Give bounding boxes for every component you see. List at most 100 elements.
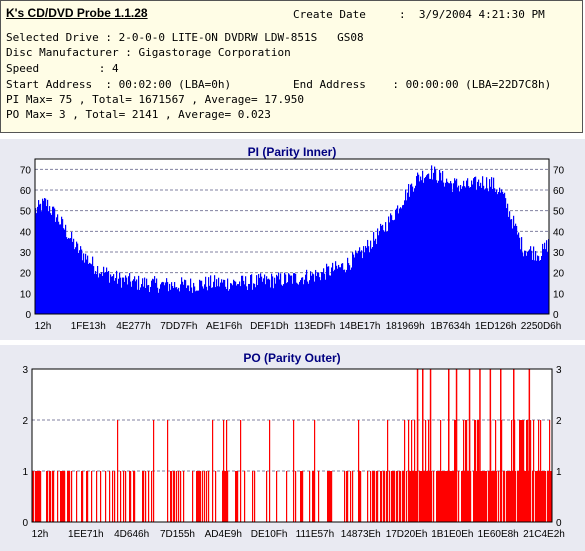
pi-bar (394, 219, 396, 314)
pi-bar (137, 289, 139, 314)
pi-bar (430, 178, 432, 314)
pi-bar (59, 224, 61, 314)
pi-bar (302, 277, 304, 314)
pi-bar (173, 288, 175, 314)
po-bar (442, 471, 444, 522)
po-bar (50, 471, 52, 522)
po-bar (491, 471, 493, 522)
pi-bar (518, 232, 520, 314)
pi-bar (315, 269, 317, 314)
pi-bar (144, 277, 146, 314)
pi-bar (226, 289, 228, 314)
pi-bar (401, 208, 403, 314)
pi-bar (456, 178, 458, 314)
pi-bar (247, 290, 249, 314)
pi-bar (254, 283, 256, 314)
pi-bar (356, 252, 358, 314)
po-bar (443, 471, 445, 522)
pi-bar (69, 238, 71, 314)
pi-bar (181, 277, 183, 314)
po-bar (461, 471, 463, 522)
po-bar (468, 471, 470, 522)
pi-bar (495, 191, 497, 314)
pi-bar (440, 172, 442, 314)
pi-bar (142, 278, 144, 314)
pi-bar (426, 175, 428, 314)
pi-bar (464, 186, 466, 314)
po-bar (420, 471, 422, 522)
po-bar (444, 471, 446, 522)
pi-bar (203, 288, 205, 314)
pi-bar (439, 169, 441, 314)
po-bar (38, 471, 40, 522)
po-bar (422, 369, 424, 522)
po-bar (542, 471, 544, 522)
po-bar (302, 471, 304, 522)
po-bar (423, 471, 425, 522)
pi-bar (376, 244, 378, 314)
pi-bar (50, 213, 52, 314)
pi-bar (425, 176, 427, 314)
pi-bar (52, 206, 54, 314)
pi-bar (187, 285, 189, 314)
pi-bar (184, 279, 186, 314)
pi-bar (449, 183, 451, 314)
po-bar (496, 471, 498, 522)
po-bar (63, 471, 65, 522)
pi-bar (473, 178, 475, 314)
po-bar (62, 471, 64, 522)
po-bar (466, 420, 468, 522)
po-bar (506, 471, 508, 522)
po-bar (240, 420, 242, 522)
pi-x-tick-label: 7DD7Fh (160, 321, 197, 332)
pi-bar (47, 199, 49, 314)
pi-bar (438, 180, 440, 314)
pi-bar (166, 278, 168, 314)
pi-bar (384, 231, 386, 314)
pi-bar (77, 243, 79, 314)
pi-bar (188, 285, 190, 314)
pi-bar (84, 262, 86, 314)
po-bar (392, 471, 394, 522)
pi-bar (190, 278, 192, 314)
pi-bar (369, 252, 371, 314)
pi-bar (408, 184, 410, 314)
pi-bar (391, 215, 393, 314)
po-bar (206, 471, 208, 522)
pi-x-tick-label: DEF1Dh (250, 321, 288, 332)
pi-bar (295, 273, 297, 314)
po-bar (252, 471, 254, 522)
po-bar (173, 471, 175, 522)
pi-bar (304, 279, 306, 314)
pi-bar (150, 286, 152, 314)
pi-bar (520, 249, 522, 314)
po-bar (301, 471, 303, 522)
pi-bar (414, 188, 416, 314)
pi-bar (105, 272, 107, 314)
po-bar (295, 471, 297, 522)
po-y-tick-left: 1 (22, 467, 28, 478)
po-bar (424, 471, 426, 522)
pi-y-tick-left: 30 (20, 248, 32, 259)
pi-bar (503, 193, 505, 314)
po-bar (33, 471, 35, 522)
po-bar (96, 471, 98, 522)
pi-bar (225, 286, 227, 314)
pi-bar (458, 185, 460, 314)
pi-y-tick-left: 70 (20, 165, 32, 176)
pi-bar (134, 276, 136, 314)
pi-bar (308, 283, 310, 314)
po-bar (478, 420, 480, 522)
po-bar (520, 420, 522, 522)
po-bar (199, 471, 201, 522)
pi-bar (152, 278, 154, 314)
pi-bar (357, 253, 359, 314)
pi-bar (95, 271, 97, 314)
pi-bar (110, 274, 112, 314)
pi-bar (131, 286, 133, 314)
po-bar (192, 471, 194, 522)
po-bar (49, 471, 51, 522)
po-bar (511, 420, 513, 522)
pi-bar (329, 275, 331, 314)
pi-bar (215, 287, 217, 314)
